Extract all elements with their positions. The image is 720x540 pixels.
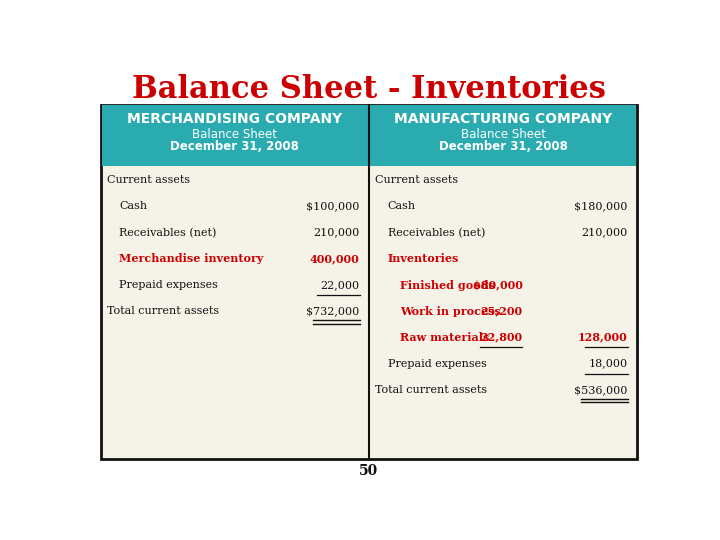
Text: 25,200: 25,200 bbox=[480, 306, 523, 316]
Text: Inventories: Inventories bbox=[387, 253, 459, 265]
FancyBboxPatch shape bbox=[370, 105, 636, 166]
Text: Cash: Cash bbox=[120, 201, 148, 212]
Text: Prepaid expenses: Prepaid expenses bbox=[120, 280, 218, 290]
Text: December 31, 2008: December 31, 2008 bbox=[438, 140, 567, 153]
Text: December 31, 2008: December 31, 2008 bbox=[171, 140, 300, 153]
Text: 18,000: 18,000 bbox=[589, 359, 628, 369]
Text: Balance Sheet: Balance Sheet bbox=[461, 127, 546, 140]
Text: 22,000: 22,000 bbox=[320, 280, 360, 290]
Text: 400,000: 400,000 bbox=[310, 253, 360, 265]
Text: Cash: Cash bbox=[387, 201, 415, 212]
Text: 210,000: 210,000 bbox=[313, 228, 360, 238]
Text: 50: 50 bbox=[359, 463, 379, 477]
Text: Prepaid expenses: Prepaid expenses bbox=[387, 359, 487, 369]
Text: $80,000: $80,000 bbox=[472, 280, 523, 291]
Text: MANUFACTURING COMPANY: MANUFACTURING COMPANY bbox=[394, 112, 612, 126]
Text: Total current assets: Total current assets bbox=[107, 306, 219, 316]
Text: Current assets: Current assets bbox=[107, 176, 190, 185]
Text: 210,000: 210,000 bbox=[582, 228, 628, 238]
Text: Current assets: Current assets bbox=[375, 176, 459, 185]
FancyBboxPatch shape bbox=[102, 105, 369, 166]
Text: 128,000: 128,000 bbox=[578, 332, 628, 343]
Text: Finished goods: Finished goods bbox=[400, 280, 495, 291]
Text: 22,800: 22,800 bbox=[480, 332, 523, 343]
FancyBboxPatch shape bbox=[101, 105, 637, 459]
Text: $732,000: $732,000 bbox=[307, 306, 360, 316]
Text: Balance Sheet: Balance Sheet bbox=[192, 127, 277, 140]
Text: Raw materials: Raw materials bbox=[400, 332, 490, 343]
Text: Total current assets: Total current assets bbox=[375, 384, 487, 395]
Text: Merchandise inventory: Merchandise inventory bbox=[120, 253, 264, 265]
Text: Balance Sheet - Inventories: Balance Sheet - Inventories bbox=[132, 74, 606, 105]
Text: $536,000: $536,000 bbox=[575, 384, 628, 395]
Text: MERCHANDISING COMPANY: MERCHANDISING COMPANY bbox=[127, 112, 343, 126]
Text: Receivables (net): Receivables (net) bbox=[387, 227, 485, 238]
Text: $100,000: $100,000 bbox=[306, 201, 360, 212]
Text: Work in process: Work in process bbox=[400, 306, 501, 316]
Text: $180,000: $180,000 bbox=[575, 201, 628, 212]
Text: Receivables (net): Receivables (net) bbox=[120, 227, 217, 238]
